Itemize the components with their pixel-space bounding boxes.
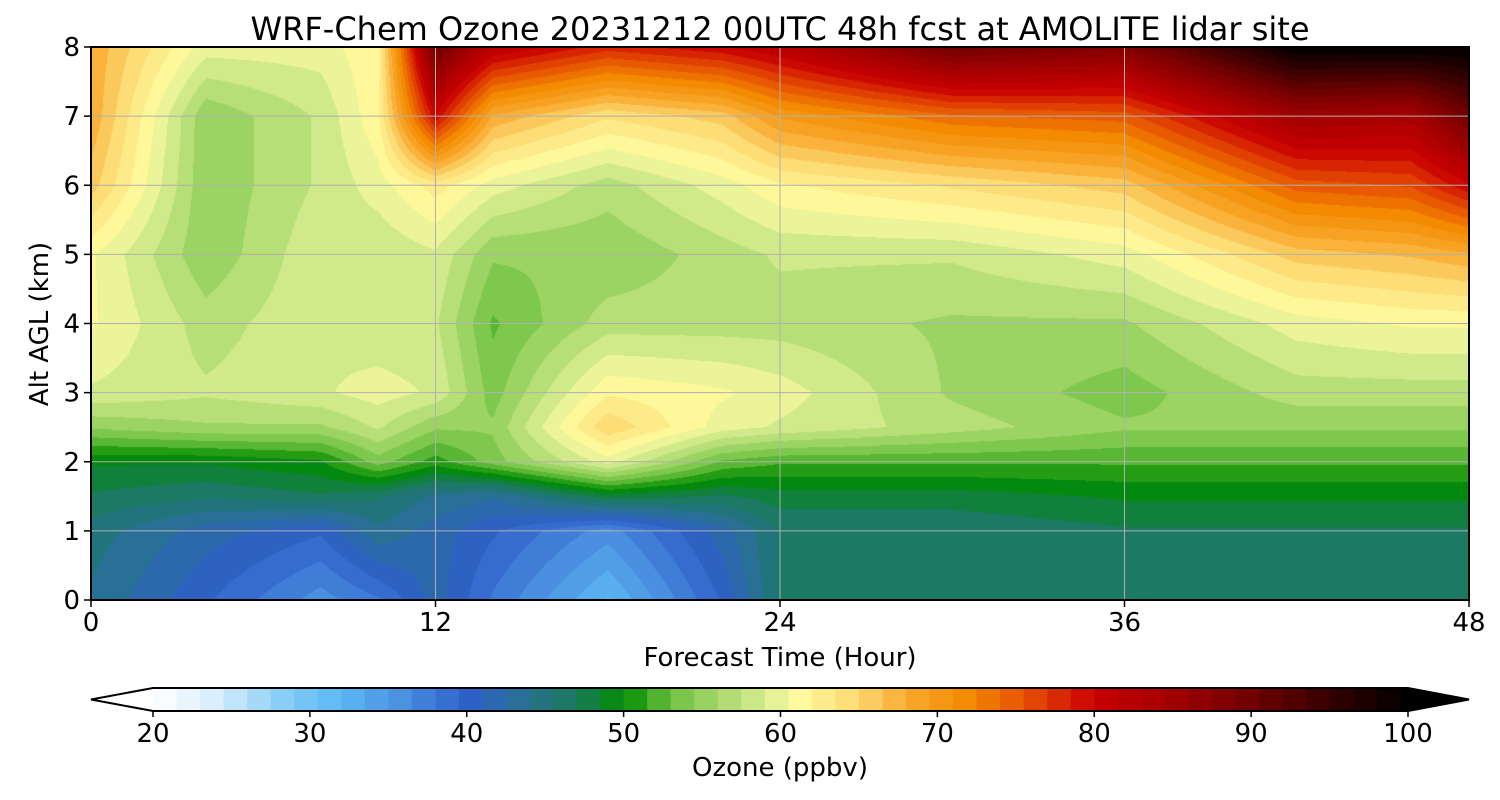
colorbar: 20 30 40 50 60 70 80 90 100 — [90, 687, 1470, 749]
colorbar-segment — [764, 688, 789, 711]
colorbar-segment — [1141, 688, 1166, 711]
colorbar-segment — [1117, 688, 1142, 711]
colorbar-segment — [529, 688, 554, 711]
colorbar-segment — [1329, 688, 1354, 711]
y-tick-label: 0 — [63, 586, 80, 616]
colorbar-segment — [1306, 688, 1331, 711]
colorbar-segment — [176, 688, 201, 711]
colorbar-segment — [670, 688, 695, 711]
colorbar-segment — [482, 688, 507, 711]
y-tick-label: 1 — [63, 517, 80, 547]
colorbar-segment — [1188, 688, 1213, 711]
colorbar-segment — [576, 688, 601, 711]
colorbar-label: Ozone (ppbv) — [692, 753, 868, 783]
colorbar-segment — [1258, 688, 1284, 711]
colorbar-segment — [811, 688, 837, 711]
colorbar-segment — [1164, 688, 1189, 711]
y-tick-label: 2 — [63, 448, 80, 478]
x-tick-label: 36 — [1108, 608, 1141, 638]
colorbar-segment — [929, 688, 954, 711]
colorbar-segment — [458, 688, 484, 711]
chart-title: WRF-Chem Ozone 20231212 00UTC 48h fcst a… — [250, 10, 1309, 48]
colorbar-segment — [153, 688, 178, 711]
colorbar-segment — [647, 688, 672, 711]
colorbar-segment — [906, 688, 931, 711]
colorbar-tick-label: 80 — [1078, 719, 1111, 749]
colorbar-segment — [741, 688, 766, 711]
colorbar-tick-label: 100 — [1383, 719, 1433, 749]
colorbar-tick-label: 40 — [450, 719, 483, 749]
colorbar-segment — [247, 688, 272, 711]
colorbar-segment — [223, 688, 248, 711]
colorbar-segment — [1070, 688, 1095, 711]
y-tick-label: 8 — [63, 33, 80, 63]
y-tick-label: 6 — [63, 171, 80, 201]
colorbar-segment — [1000, 688, 1025, 711]
colorbar-segment — [858, 688, 884, 711]
colorbar-segment — [341, 688, 366, 711]
colorbar-tick-label: 50 — [607, 719, 640, 749]
colorbar-segment — [1400, 688, 1409, 711]
colorbar-segment — [505, 688, 531, 711]
colorbar-extend-low — [91, 688, 153, 711]
y-tick-label: 5 — [63, 240, 80, 270]
colorbar-segment — [317, 688, 342, 711]
x-tick-label: 24 — [763, 608, 796, 638]
colorbar-segment — [388, 688, 413, 711]
colorbar-segment — [976, 688, 1001, 711]
colorbar-segment — [294, 688, 319, 711]
colorbar-tick-label: 20 — [136, 719, 169, 749]
colorbar-segment — [1094, 688, 1119, 711]
colorbar-extend-high — [1408, 688, 1469, 711]
colorbar-tick-label: 60 — [764, 719, 797, 749]
colorbar-segment — [435, 688, 460, 711]
y-tick-label: 4 — [63, 310, 80, 340]
x-tick-label: 0 — [83, 608, 100, 638]
colorbar-segment — [364, 688, 389, 711]
colorbar-tick-label: 30 — [293, 719, 326, 749]
colorbar-segment — [788, 688, 813, 711]
y-tick-label: 7 — [63, 102, 80, 132]
colorbar-segment — [553, 688, 578, 711]
colorbar-tick-label: 90 — [1235, 719, 1268, 749]
colorbar-segment — [717, 688, 742, 711]
colorbar-segment — [835, 688, 860, 711]
colorbar-segment — [953, 688, 978, 711]
colorbar-segment — [600, 688, 625, 711]
colorbar-segment — [1211, 688, 1237, 711]
colorbar-segment — [1353, 688, 1378, 711]
colorbar-segment — [1235, 688, 1260, 711]
colorbar-segment — [200, 688, 225, 711]
colorbar-segment — [411, 688, 436, 711]
colorbar-segment — [1376, 688, 1401, 711]
colorbar-segment — [270, 688, 295, 711]
y-axis-label: Alt AGL (km) — [25, 242, 55, 406]
colorbar-segment — [694, 688, 719, 711]
colorbar-segment — [882, 688, 907, 711]
colorbar-segment — [1282, 688, 1307, 711]
colorbar-segment — [1047, 688, 1072, 711]
colorbar-segment — [623, 688, 648, 711]
x-axis-label: Forecast Time (Hour) — [643, 643, 916, 673]
x-tick-label: 12 — [419, 608, 452, 638]
x-tick-label: 48 — [1452, 608, 1485, 638]
y-tick-label: 3 — [63, 379, 80, 409]
colorbar-tick-label: 70 — [921, 719, 954, 749]
colorbar-segment — [1023, 688, 1048, 711]
